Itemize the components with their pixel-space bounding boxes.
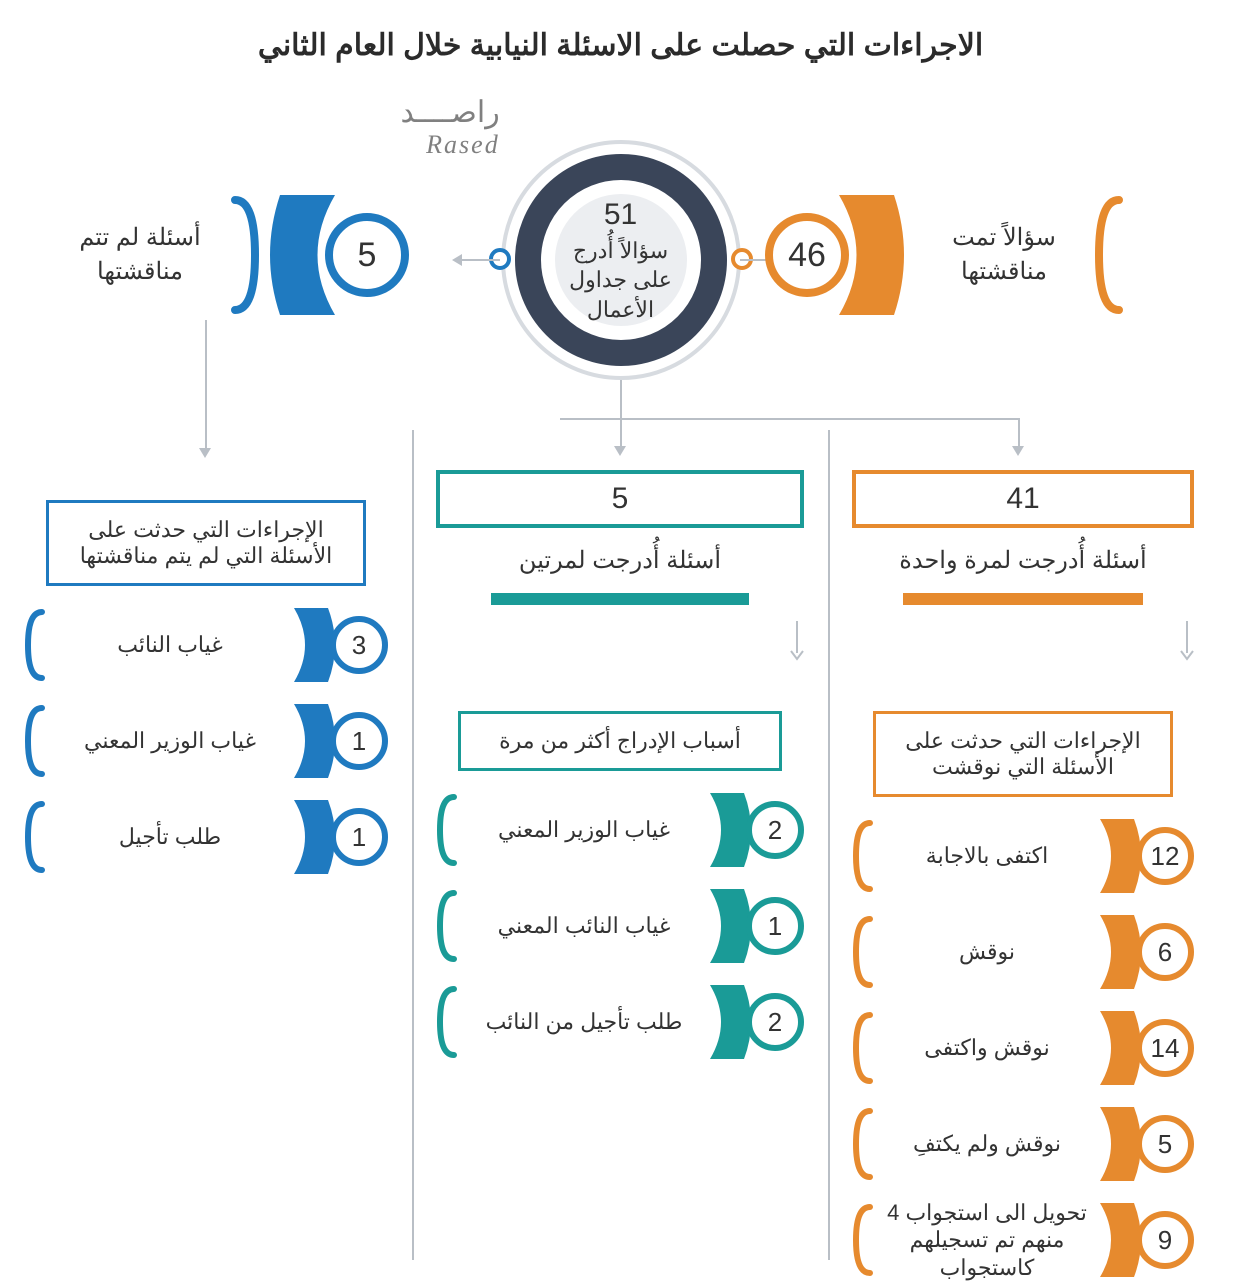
swoosh-icon — [260, 195, 335, 315]
item-badge: 1 — [330, 712, 388, 770]
list-item: 12 اكتفى بالاجابة — [852, 819, 1194, 893]
col-orange: 41 أسئلة أُدرجت لمرة واحدة الإجراءات الت… — [828, 430, 1218, 1277]
bracket-icon — [852, 1011, 874, 1085]
bracket-icon — [24, 800, 46, 874]
item-badge: 1 — [746, 897, 804, 955]
bracket-icon — [24, 704, 46, 778]
logo-en: Rased — [401, 130, 500, 160]
teal-head: 5 — [436, 470, 804, 528]
item-text-wrap: نوقش واكتفى — [874, 1011, 1100, 1085]
connector-fork — [560, 418, 1020, 420]
arrow-left — [452, 254, 462, 266]
item-text: نوقش ولم يكتفِ — [901, 1130, 1073, 1158]
list-item: 9 تحويل الى استجواب 4 منهم تم تسجيلهم كاس… — [852, 1203, 1194, 1277]
teal-sub: أسئلة أُدرجت لمرتين — [436, 546, 804, 575]
pill-left-value: 5 — [325, 213, 409, 297]
item-text-wrap: غياب الوزير المعني — [458, 793, 710, 867]
hub: 51 سؤالاً أُدرج على جداول الأعمال — [501, 140, 741, 380]
orange-mid: الإجراءات التي حدثت على الأسئلة التي نوق… — [873, 711, 1174, 797]
list-item: 5 نوقش ولم يكتفِ — [852, 1107, 1194, 1181]
bracket-icon — [852, 915, 874, 989]
orange-sub: أسئلة أُدرجت لمرة واحدة — [852, 546, 1194, 575]
pill-right-value: 46 — [765, 213, 849, 297]
columns: 41 أسئلة أُدرجت لمرة واحدة الإجراءات الت… — [0, 430, 1241, 1270]
item-badge: 2 — [746, 993, 804, 1051]
list-item: 3 غياب النائب — [24, 608, 388, 682]
bracket-icon — [852, 819, 874, 893]
connector-left — [460, 259, 500, 261]
item-badge: 2 — [746, 801, 804, 859]
list-item: 2 غياب الوزير المعني — [436, 793, 804, 867]
bracket-icon — [852, 1107, 874, 1181]
pill-not-discussed: أسئلة لم تتم مناقشتها 5 — [50, 195, 399, 315]
orange-head-num: 41 — [1006, 482, 1039, 515]
list-item: 1 غياب الوزير المعني — [24, 704, 388, 778]
item-badge: 1 — [330, 808, 388, 866]
item-badge: 3 — [330, 616, 388, 674]
orange-bar — [903, 593, 1142, 605]
item-text: اكتفى بالاجابة — [914, 842, 1060, 870]
item-text: غياب الوزير المعني — [72, 727, 268, 755]
bracket-icon — [852, 1203, 874, 1277]
list-item: 6 نوقش — [852, 915, 1194, 989]
hub-number: 51 — [604, 195, 637, 236]
list-item: 2 طلب تأجيل من النائب — [436, 985, 804, 1059]
item-text: نوقش واكتفى — [912, 1034, 1061, 1062]
teal-head-num: 5 — [612, 482, 629, 515]
col-blue: الإجراءات التي حدثت على الأسئلة التي لم … — [0, 430, 412, 874]
bracket-icon — [436, 889, 458, 963]
item-text: تحويل الى استجواب 4 منهم تم تسجيلهم كاست… — [874, 1199, 1100, 1281]
item-text: غياب النائب المعني — [486, 912, 683, 940]
teal-mid: أسباب الإدراج أكثر من مرة — [458, 711, 782, 771]
item-text-wrap: غياب الوزير المعني — [46, 704, 294, 778]
item-badge: 6 — [1136, 923, 1194, 981]
teal-bar — [491, 593, 749, 605]
item-text-wrap: طلب تأجيل من النائب — [458, 985, 710, 1059]
blue-items: 3 غياب النائب 1 غياب الوزير المعني 1 طلب تأجي… — [24, 608, 388, 874]
logo-ar: راصــــد — [401, 95, 500, 130]
item-badge: 12 — [1136, 827, 1194, 885]
orange-items: 12 اكتفى بالاجابة 6 نوقش 14 نوقش واكتفى 5 نوقش … — [852, 819, 1194, 1277]
item-text: نوقش — [947, 938, 1027, 966]
bracket-icon — [436, 985, 458, 1059]
item-text: غياب الوزير المعني — [486, 816, 682, 844]
down-arrow-icon — [852, 621, 1194, 661]
item-text: غياب النائب — [105, 631, 235, 659]
item-text-wrap: تحويل الى استجواب 4 منهم تم تسجيلهم كاست… — [874, 1203, 1100, 1277]
item-text-wrap: نوقش — [874, 915, 1100, 989]
page-title: الاجراءات التي حصلت على الاسئلة النيابية… — [0, 28, 1241, 63]
item-badge: 9 — [1136, 1211, 1194, 1269]
item-badge: 14 — [1136, 1019, 1194, 1077]
list-item: 1 طلب تأجيل — [24, 800, 388, 874]
col-teal: 5 أسئلة أُدرجت لمرتين أسباب الإدراج أكثر… — [412, 430, 828, 1059]
pill-left-label: أسئلة لم تتم مناقشتها — [50, 221, 230, 288]
orange-head: 41 — [852, 470, 1194, 528]
list-item: 1 غياب النائب المعني — [436, 889, 804, 963]
hub-text: سؤالاً أُدرج على جداول الأعمال — [565, 236, 677, 325]
list-item: 14 نوقش واكتفى — [852, 1011, 1194, 1085]
pill-discussed: سؤالاً تمت مناقشتها 46 — [775, 195, 1124, 315]
item-text-wrap: غياب النائب — [46, 608, 294, 682]
logo: راصــــد Rased — [401, 95, 500, 160]
hub-ring-inner: 51 سؤالاً أُدرج على جداول الأعمال — [555, 194, 687, 326]
bracket-icon — [436, 793, 458, 867]
pill-right-label: سؤالاً تمت مناقشتها — [914, 221, 1094, 288]
item-text-wrap: طلب تأجيل — [46, 800, 294, 874]
down-arrow-icon — [436, 621, 804, 661]
connector-hub-down — [620, 380, 622, 420]
item-badge: 5 — [1136, 1115, 1194, 1173]
bracket-icon — [24, 608, 46, 682]
bracket-icon — [230, 195, 260, 315]
item-text-wrap: نوقش ولم يكتفِ — [874, 1107, 1100, 1181]
swoosh-icon — [839, 195, 914, 315]
item-text: طلب تأجيل من النائب — [474, 1008, 695, 1036]
item-text-wrap: اكتفى بالاجابة — [874, 819, 1100, 893]
item-text: طلب تأجيل — [107, 823, 233, 851]
item-text-wrap: غياب النائب المعني — [458, 889, 710, 963]
blue-mid: الإجراءات التي حدثت على الأسئلة التي لم … — [46, 500, 366, 586]
teal-items: 2 غياب الوزير المعني 1 غياب النائب المعني 2 ط… — [436, 793, 804, 1059]
bracket-icon — [1094, 195, 1124, 315]
